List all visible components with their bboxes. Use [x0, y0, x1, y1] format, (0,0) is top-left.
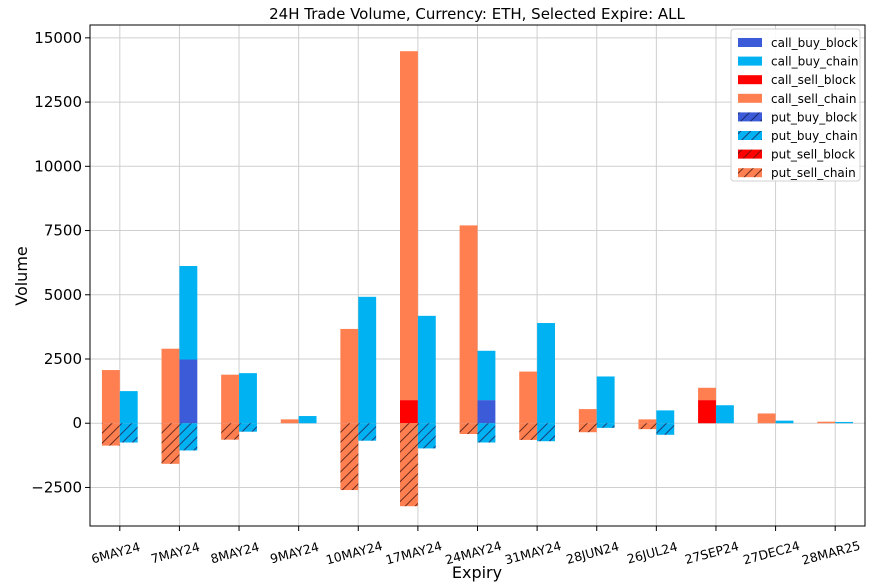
bar-call-sell-chain-8may24: [221, 374, 240, 424]
bar-call-buy-chain-7may24: [179, 265, 198, 360]
y-tick-label: −2500: [31, 478, 82, 496]
bar-call-sell-chain-31may24: [519, 371, 538, 424]
x-tick-label: 27SEP24: [683, 538, 740, 567]
bar-call-sell-block-17may24: [400, 400, 418, 424]
bar-call-buy-chain-28mar25: [835, 421, 854, 424]
bar-call-buy-block-24may24: [477, 400, 496, 424]
x-tick-label: 28MAR25: [800, 538, 862, 568]
x-axis: 6MAY24 7MAY24 8MAY24 9MAY24 10MAY24 17MAY24 24…: [90, 526, 862, 568]
bar-put-buy-chain-31may24: [537, 423, 555, 442]
bar-call-sell-chain-9may24: [280, 419, 299, 424]
bar-call-buy-chain-10may24: [358, 296, 377, 424]
bar-put-sell-chain-10may24: [340, 423, 359, 491]
y-axis-title: Volume: [12, 246, 31, 306]
y-tick-label: 0: [72, 414, 82, 432]
bar-call-buy-chain-17may24: [417, 315, 436, 424]
legend-label-put-sell-block: put_sell_block: [771, 148, 855, 162]
legend-swatch-call-buy-block: [738, 38, 762, 47]
bar-call-buy-chain-6may24: [119, 391, 138, 424]
bar-call-buy-chain-9may24: [298, 416, 317, 424]
bar-put-sell-chain-28jun24: [578, 423, 597, 433]
bar-put-sell-chain-31may24: [519, 423, 538, 440]
bar-put-buy-chain-6may24: [119, 423, 138, 443]
x-tick-label: 17MAY24: [384, 538, 444, 567]
bar-put-buy-chain-26jul24: [656, 423, 675, 435]
legend-swatch-put-buy-chain: [738, 131, 762, 140]
legend-label-call-sell-chain: call_sell_chain: [771, 92, 856, 106]
bar-call-buy-chain-27sep24: [715, 405, 734, 424]
bar-put-buy-chain-8may24: [239, 423, 257, 432]
bars-layer: [101, 51, 854, 507]
legend-swatch-call-sell-chain: [738, 93, 762, 103]
legend-label-call-buy-block: call_buy_block: [771, 36, 858, 50]
x-tick-label: 8MAY24: [209, 539, 261, 566]
legend-swatch-put-buy-block: [738, 112, 762, 122]
bar-put-sell-chain-24may24: [459, 423, 478, 435]
bar-put-buy-chain-24may24: [477, 423, 496, 443]
bar-call-sell-chain-10may24: [340, 328, 359, 424]
bar-put-buy-chain-7may24: [179, 423, 198, 451]
bar-put-sell-chain-8may24: [221, 423, 240, 440]
chart-title: 24H Trade Volume, Currency: ETH, Selecte…: [269, 5, 685, 23]
bar-call-sell-chain-6may24: [101, 370, 120, 424]
x-tick-label: 7MAY24: [149, 539, 201, 566]
bar-call-sell-chain-7may24: [161, 348, 180, 424]
bar-put-buy-chain-17may24: [417, 423, 436, 449]
legend-swatch-put-sell-block: [738, 149, 762, 159]
legend-swatch-call-buy-chain: [738, 56, 762, 66]
y-tick-label: 10000: [34, 157, 82, 175]
x-tick-label: 26JUL24: [625, 539, 679, 567]
x-tick-label: 31MAY24: [503, 538, 563, 567]
x-tick-label: 6MAY24: [90, 539, 142, 566]
legend: call_buy_block call_buy_chain call_sell_bl…: [730, 28, 861, 182]
x-tick-label: 27DEC24: [741, 538, 801, 568]
bar-call-sell-chain-27dec24: [757, 413, 776, 424]
bar-call-buy-chain-27dec24: [775, 420, 794, 424]
legend-box: [730, 28, 861, 182]
y-tick-label: 15000: [34, 29, 82, 47]
bar-put-sell-chain-6may24: [101, 423, 120, 446]
x-tick-label: 9MAY24: [268, 539, 320, 566]
y-tick-label: 12500: [34, 93, 82, 111]
bar-put-sell-chain-26jul24: [638, 423, 657, 430]
bar-call-sell-chain-17may24: [400, 51, 418, 401]
bar-call-sell-block-27sep24: [698, 400, 716, 424]
legend-label-call-buy-chain: call_buy_chain: [771, 55, 858, 69]
legend-label-put-sell-chain: put_sell_chain: [771, 166, 856, 180]
bar-call-sell-chain-27sep24: [698, 387, 716, 401]
y-tick-label: 5000: [44, 286, 82, 304]
y-tick-label: 7500: [44, 222, 82, 240]
bar-put-sell-chain-17may24: [400, 423, 418, 507]
bar-call-buy-chain-31may24: [537, 323, 555, 424]
y-tick-label: 2500: [44, 350, 82, 368]
bar-put-buy-chain-10may24: [358, 423, 377, 441]
bar-call-buy-chain-26jul24: [656, 410, 675, 424]
bar-put-sell-chain-7may24: [161, 423, 180, 464]
bar-put-buy-chain-28jun24: [596, 423, 615, 428]
y-axis: −2500 0 2500 5000 7500 10000 12500 15000: [31, 29, 90, 496]
legend-label-put-buy-block: put_buy_block: [771, 110, 857, 124]
bar-call-sell-chain-28mar25: [817, 421, 836, 424]
bar-call-buy-chain-8may24: [239, 373, 257, 424]
x-tick-label: 10MAY24: [324, 538, 384, 567]
bar-call-sell-chain-24may24: [459, 225, 478, 424]
legend-swatch-call-sell-block: [738, 75, 762, 85]
bar-call-sell-chain-28jun24: [578, 409, 597, 424]
bar-call-sell-chain-26jul24: [638, 419, 657, 424]
legend-label-call-sell-block: call_sell_block: [771, 73, 856, 87]
bar-call-buy-chain-24may24: [477, 350, 496, 401]
legend-label-put-buy-chain: put_buy_chain: [771, 129, 858, 143]
bar-call-buy-block-7may24: [179, 359, 198, 424]
legend-swatch-put-sell-chain: [738, 168, 762, 178]
x-tick-label: 28JUN24: [565, 538, 621, 566]
x-axis-title: Expiry: [452, 563, 502, 582]
bar-call-buy-chain-28jun24: [596, 376, 615, 424]
